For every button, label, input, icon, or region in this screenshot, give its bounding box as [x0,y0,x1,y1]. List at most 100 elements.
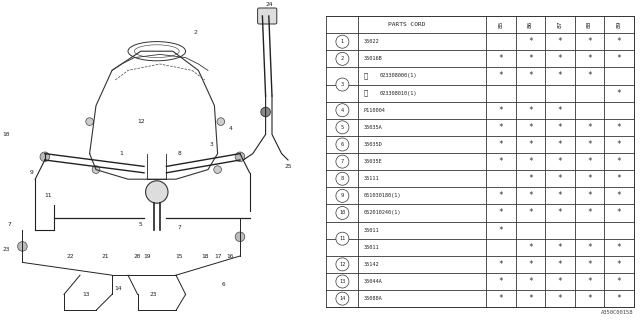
Text: 2: 2 [193,29,197,35]
Text: A350C00158: A350C00158 [601,310,634,315]
Text: 10: 10 [339,211,346,215]
Text: 7: 7 [177,225,181,230]
Text: 18: 18 [201,253,209,259]
Text: *: * [557,106,563,115]
Text: 35035A: 35035A [364,125,382,130]
Text: *: * [499,209,504,218]
Text: *: * [616,123,621,132]
Text: 21: 21 [102,253,109,259]
Text: *: * [528,157,533,166]
Text: *: * [499,277,504,286]
Text: *: * [499,294,504,303]
Text: *: * [616,54,621,63]
Text: 19: 19 [143,253,151,259]
Circle shape [236,152,245,162]
Text: *: * [587,243,592,252]
Circle shape [236,232,245,242]
Text: 1: 1 [341,39,344,44]
Text: *: * [587,157,592,166]
Text: 023308010(1): 023308010(1) [379,91,417,96]
Text: 15: 15 [175,253,183,259]
Text: *: * [528,106,533,115]
Text: 3: 3 [0,319,1,320]
Text: *: * [557,54,563,63]
Circle shape [92,166,100,173]
Text: *: * [528,71,533,80]
Text: *: * [587,260,592,269]
Text: *: * [616,157,621,166]
Text: 35035E: 35035E [364,159,382,164]
Text: 35011: 35011 [364,228,379,233]
Text: 5: 5 [341,125,344,130]
Text: 8: 8 [177,151,181,156]
Text: 14: 14 [115,285,122,291]
Text: 24: 24 [265,2,273,7]
Text: *: * [557,243,563,252]
Text: 3: 3 [209,141,213,147]
Text: *: * [587,54,592,63]
Text: *: * [528,140,533,149]
Text: *: * [616,243,621,252]
Text: *: * [499,106,504,115]
Circle shape [214,166,221,173]
Text: 6: 6 [222,282,226,287]
Text: *: * [499,123,504,132]
Circle shape [146,181,168,203]
Text: *: * [499,226,504,235]
Text: 7: 7 [8,221,12,227]
Text: *: * [528,191,533,200]
Text: *: * [557,191,563,200]
Text: 1: 1 [120,151,124,156]
Text: 23: 23 [3,247,10,252]
Text: 35088A: 35088A [364,296,382,301]
Text: *: * [616,294,621,303]
Text: *: * [616,174,621,183]
Text: 023308000(1): 023308000(1) [379,74,417,78]
Text: 10: 10 [3,132,10,137]
Text: *: * [557,123,563,132]
Text: 35035D: 35035D [364,142,382,147]
Text: 35111: 35111 [364,176,379,181]
Text: 4: 4 [228,125,232,131]
Text: 88: 88 [587,21,592,28]
Text: 12: 12 [137,119,145,124]
Text: *: * [528,123,533,132]
Text: *: * [616,209,621,218]
Text: 6: 6 [341,142,344,147]
Text: P110004: P110004 [364,108,385,113]
Circle shape [217,118,225,125]
Text: PARTS CORD: PARTS CORD [388,22,425,27]
Text: *: * [528,209,533,218]
Circle shape [86,118,93,125]
Text: *: * [616,277,621,286]
Text: *: * [587,37,592,46]
Text: 35022: 35022 [364,39,379,44]
Text: *: * [587,174,592,183]
Text: 35142: 35142 [364,262,379,267]
Circle shape [261,107,271,117]
Text: 11: 11 [0,319,1,320]
Text: *: * [557,277,563,286]
Text: *: * [499,71,504,80]
Circle shape [40,152,50,162]
Text: *: * [499,191,504,200]
Text: 35011: 35011 [364,245,379,250]
Circle shape [336,78,349,91]
Text: 35044A: 35044A [364,279,382,284]
Text: 11: 11 [339,236,346,241]
Text: 9: 9 [341,193,344,198]
Text: ⓝ: ⓝ [364,73,367,79]
Text: *: * [499,260,504,269]
Text: *: * [587,71,592,80]
Text: 17: 17 [214,253,221,259]
Text: 13: 13 [83,292,90,297]
Text: 14: 14 [339,296,346,301]
Text: 7: 7 [341,159,344,164]
Text: *: * [557,294,563,303]
Text: 5: 5 [139,221,143,227]
Text: *: * [557,209,563,218]
Text: *: * [587,294,592,303]
Text: *: * [557,140,563,149]
Text: *: * [557,37,563,46]
Text: *: * [528,294,533,303]
